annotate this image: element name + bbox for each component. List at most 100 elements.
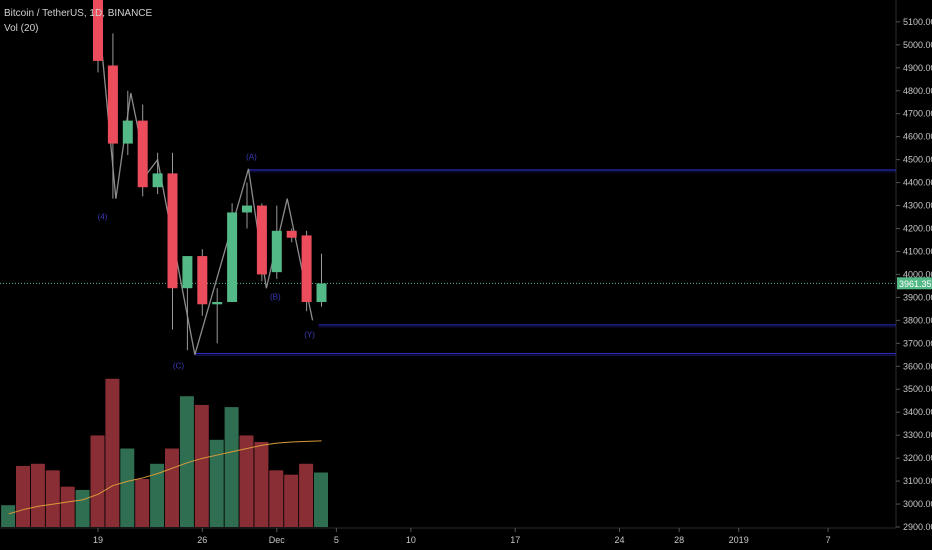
price-tick-label: 4300.00	[903, 201, 932, 211]
price-axis[interactable]: 2900.00 3000.00 3100.00 3200.00 3300.00 3400.…	[896, 17, 932, 532]
volume-bar	[90, 435, 105, 527]
candle-body	[256, 205, 267, 275]
date-tick-label: 17	[510, 535, 520, 545]
price-tick-label: 3400.00	[903, 407, 932, 417]
candle-body	[242, 205, 252, 213]
candle-body	[301, 235, 312, 302]
date-axis[interactable]: 19 26 Dec 5 10 17 24 28 2019 7	[93, 528, 831, 545]
volume-bar	[1, 505, 16, 527]
volume-bar	[194, 404, 209, 527]
date-tick-label: Dec	[269, 535, 286, 545]
volume-bar	[135, 479, 150, 527]
candle[interactable]	[242, 182, 252, 229]
wave-label[interactable]: (C)	[173, 362, 184, 371]
current-price-badge: 3961.35	[897, 277, 932, 290]
price-tick-label: 3800.00	[903, 315, 932, 325]
wave-label[interactable]: (4)	[98, 212, 108, 221]
date-tick-label: 5	[334, 535, 339, 545]
candles	[93, 0, 327, 351]
price-tick-label: 5100.00	[903, 17, 932, 27]
candle-body	[316, 283, 327, 302]
volume-bar	[150, 463, 165, 527]
candle[interactable]	[316, 253, 327, 307]
candle[interactable]	[107, 33, 118, 199]
support-resistance-levels	[194, 169, 896, 356]
candle[interactable]	[152, 152, 163, 195]
price-tick-label: 2900.00	[903, 522, 932, 532]
candle[interactable]	[256, 203, 267, 282]
price-tick-label: 4800.00	[903, 86, 932, 96]
volume-bar	[16, 465, 30, 527]
volume-bar	[224, 407, 239, 527]
candle[interactable]	[212, 288, 223, 344]
candle[interactable]	[271, 205, 282, 280]
price-tick-label: 4400.00	[903, 178, 932, 188]
candle-body	[122, 120, 133, 144]
price-tick-label: 3300.00	[903, 430, 932, 440]
price-tick-label: 4100.00	[903, 246, 932, 256]
candle-body	[152, 173, 163, 188]
price-tick-label: 4500.00	[903, 155, 932, 165]
candle[interactable]	[93, 0, 103, 73]
volume-bar	[75, 489, 90, 527]
volume-bar	[254, 441, 269, 527]
volume-bar	[269, 470, 284, 527]
candle[interactable]	[286, 228, 297, 243]
candle[interactable]	[227, 203, 238, 302]
symbol-label[interactable]: Bitcoin / TetherUS, 1D, BINANCE	[4, 8, 153, 19]
date-tick-label: 28	[674, 535, 684, 545]
volume-bars	[1, 378, 328, 527]
candle-body	[197, 256, 208, 305]
price-tick-label: 4600.00	[903, 132, 932, 142]
price-tick-label: 3500.00	[903, 384, 932, 394]
volume-bar	[45, 470, 60, 527]
candle[interactable]	[197, 249, 208, 316]
price-tick-label: 4900.00	[903, 63, 932, 73]
price-tick-label: 3700.00	[903, 338, 932, 348]
candle-body	[93, 0, 103, 61]
volume-bar	[284, 474, 299, 527]
price-tick-label: 4200.00	[903, 224, 932, 234]
date-tick-label: 10	[406, 535, 416, 545]
candle-body	[137, 120, 148, 188]
current-price-label: 3961.35	[899, 279, 932, 289]
candle[interactable]	[167, 152, 178, 330]
candle[interactable]	[182, 256, 193, 351]
volume-bar	[165, 448, 179, 527]
candle[interactable]	[301, 230, 312, 312]
candle-body	[286, 230, 297, 238]
candle-body	[227, 212, 238, 302]
volume-bar	[299, 463, 314, 527]
wave-label[interactable]: (Y)	[304, 331, 315, 340]
date-tick-label: 7	[826, 535, 831, 545]
price-tick-label: 3600.00	[903, 361, 932, 371]
date-tick-label: 24	[614, 535, 624, 545]
volume-bar	[105, 378, 120, 527]
volume-indicator-label[interactable]: Vol (20)	[4, 23, 39, 34]
price-tick-label: 3900.00	[903, 292, 932, 302]
volume-bar	[314, 472, 328, 527]
volume-bar	[179, 396, 194, 527]
volume-bar	[120, 448, 135, 527]
volume-bar	[60, 486, 75, 527]
volume-bar	[239, 435, 254, 527]
price-tick-label: 3000.00	[903, 499, 932, 509]
volume-bar	[30, 463, 45, 527]
candle[interactable]	[122, 90, 133, 156]
candle[interactable]	[137, 104, 148, 197]
date-tick-label: 19	[93, 535, 103, 545]
price-tick-label: 5000.00	[903, 40, 932, 50]
price-tick-label: 4000.00	[903, 269, 932, 279]
wave-label[interactable]: (A)	[246, 153, 257, 162]
date-tick-label: 2019	[729, 535, 749, 545]
chart-legend: Bitcoin / TetherUS, 1D, BINANCE Vol (20)	[4, 6, 152, 36]
volume-ma-line	[8, 440, 322, 515]
date-tick-label: 26	[197, 535, 207, 545]
current-price-badge-bg	[897, 277, 932, 290]
wave-label[interactable]: (B)	[270, 293, 281, 302]
candle-body	[271, 230, 282, 273]
price-tick-label: 4700.00	[903, 109, 932, 119]
candle-body	[107, 65, 118, 144]
